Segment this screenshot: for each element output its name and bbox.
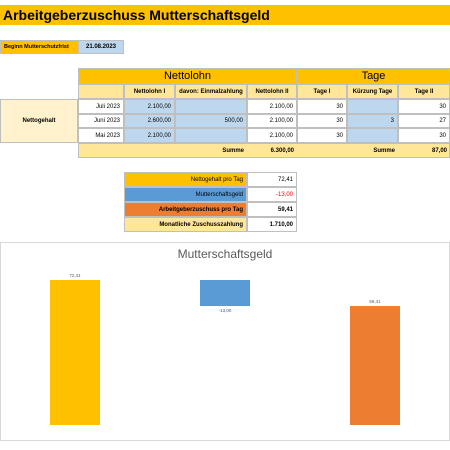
bar: [200, 280, 250, 307]
table-cell: [175, 99, 247, 114]
table-cell: 30: [297, 128, 347, 143]
summary-label: Monatliche Zuschusszahlung: [124, 217, 247, 232]
summary-label: Nettogehalt pro Tag: [124, 172, 247, 187]
sum-value: 87,00: [431, 147, 447, 154]
summary-value: -13,00: [247, 187, 297, 202]
table-cell: 30: [398, 128, 450, 143]
summary-label: Arbeitgeberzuschuss pro Tag: [124, 202, 247, 217]
table-cell: Mai 2023: [78, 128, 124, 143]
table-cell: 30: [297, 114, 347, 128]
bar: [50, 280, 100, 425]
title-bar: Arbeitgeberzuschuss Mutterschaftsgeld: [0, 5, 450, 25]
column-header: Kürzung Tage: [347, 84, 398, 99]
table-cell: 30: [398, 99, 450, 114]
sum-label: Summe: [373, 147, 395, 154]
bar: [350, 306, 400, 425]
chart: Mutterschaftsgeld 72,41 -13,00 59,41: [0, 242, 450, 441]
column-header: [78, 84, 124, 99]
table-cell: [347, 99, 398, 114]
column-header: Tage I: [297, 84, 347, 99]
table-cell: 2.600,00: [124, 114, 175, 128]
table-cell: 2.100,00: [124, 99, 175, 114]
sum-label: Summe: [222, 147, 244, 154]
table-cell: [175, 128, 247, 143]
summary-value: 1.710,00: [247, 217, 297, 232]
summary-label: Mutterschaftsgeld: [124, 187, 247, 202]
chart-title: Mutterschaftsgeld: [178, 247, 273, 261]
summary-value: 72,41: [247, 172, 297, 187]
table-cell: 2.100,00: [247, 99, 297, 114]
summary-value: 59,41: [247, 202, 297, 217]
row-group: Nettogehalt: [0, 99, 78, 143]
table-cell: [347, 128, 398, 143]
table-cell: Juni 2023: [78, 114, 124, 128]
column-header: Nettolohn I: [124, 84, 175, 99]
table-cell: 27: [398, 114, 450, 128]
group-header: Tage: [297, 68, 450, 84]
data-label: 72,41: [69, 273, 81, 278]
start-date: 21.08.2023: [78, 40, 124, 54]
data-label: 59,41: [369, 299, 381, 304]
table-cell: 500,00: [175, 114, 247, 128]
column-header: Tage II: [398, 84, 450, 99]
table-cell: 2.100,00: [247, 114, 297, 128]
data-label: -13,00: [219, 308, 232, 313]
column-header: Nettolohn II: [247, 84, 297, 99]
sum-value: 6.300,00: [270, 147, 294, 154]
group-header: Nettolohn: [78, 68, 297, 84]
start-label: Beginn Mutterschutzfrist: [0, 40, 78, 54]
table-cell: Juli 2023: [78, 99, 124, 114]
table-cell: 2.100,00: [124, 128, 175, 143]
table-cell: 3: [347, 114, 398, 128]
column-header: davon: Einmalzahlung: [175, 84, 247, 99]
table-cell: 30: [297, 99, 347, 114]
table-cell: 2.100,00: [247, 128, 297, 143]
